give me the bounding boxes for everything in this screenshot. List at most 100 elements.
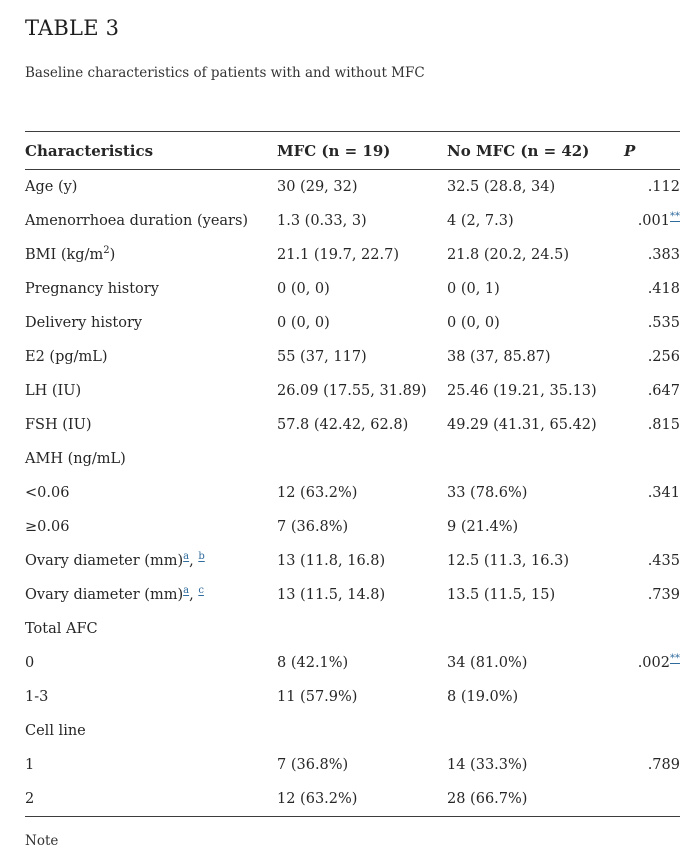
cell-characteristic: Amenorrhoea duration (years) xyxy=(25,213,249,229)
table-title: TABLE 3 xyxy=(25,16,120,40)
cell-p-value xyxy=(624,680,680,714)
cell-p-value xyxy=(624,714,680,748)
row-label: Ovary diameter (mm) xyxy=(25,553,184,569)
cell-no-mfc: 4 (2, 7.3) xyxy=(447,213,514,229)
footnote-marker: ** xyxy=(670,653,680,664)
row-label: Ovary diameter (mm) xyxy=(25,587,184,603)
cell-no-mfc: 21.8 (20.2, 24.5) xyxy=(447,247,569,263)
cell-characteristic: E2 (pg/mL) xyxy=(25,349,108,365)
header-no-mfc: No MFC (n = 42) xyxy=(447,131,624,170)
cell-p-value: .001** xyxy=(624,204,680,238)
table-header-row: Characteristics MFC (n = 19) No MFC (n =… xyxy=(25,131,680,170)
cell-mfc: 13 (11.8, 16.8) xyxy=(277,553,386,569)
footnote-marker: c xyxy=(198,585,204,596)
footnote-marker: b xyxy=(198,551,204,562)
cell-p-value xyxy=(624,782,680,817)
cell-no-mfc: 34 (81.0%) xyxy=(447,655,528,671)
table-group-row: AMH (ng/mL) xyxy=(25,442,680,476)
cell-p-value: .815 xyxy=(647,417,680,433)
table-row: LH (IU) 26.09 (17.55, 31.89) 25.46 (19.2… xyxy=(25,374,680,408)
footnote-link-significance[interactable]: ** xyxy=(670,653,680,665)
cell-mfc xyxy=(277,442,447,476)
cell-p-value: .341 xyxy=(647,485,680,501)
cell-no-mfc: 8 (19.0%) xyxy=(447,689,519,705)
cell-characteristic: 2 xyxy=(25,791,35,807)
cell-mfc: 21.1 (19.7, 22.7) xyxy=(277,247,399,263)
cell-p-value: .383 xyxy=(647,247,680,263)
cell-characteristic: Ovary diameter (mm)a, b xyxy=(25,544,277,578)
table-row: Ovary diameter (mm)a, c 13 (11.5, 14.8) … xyxy=(25,578,680,612)
row-label-close: ) xyxy=(109,247,116,263)
cell-mfc: 13 (11.5, 14.8) xyxy=(277,587,386,603)
cell-mfc: 7 (36.8%) xyxy=(277,519,349,535)
cell-characteristic: 1-3 xyxy=(25,689,49,705)
cell-mfc: 1.3 (0.33, 3) xyxy=(277,213,367,229)
row-label: BMI (kg/m xyxy=(25,247,104,263)
footnote-marker: ** xyxy=(670,211,680,222)
table-row: E2 (pg/mL) 55 (37, 117) 38 (37, 85.87) .… xyxy=(25,340,680,374)
table-group-row: Cell line xyxy=(25,714,680,748)
superscript-2: 2 xyxy=(103,245,110,257)
cell-no-mfc: 12.5 (11.3, 16.3) xyxy=(447,553,569,569)
cell-p-value xyxy=(624,612,680,646)
cell-group-label: Cell line xyxy=(25,723,86,739)
footnote-link-a[interactable]: a xyxy=(183,551,190,563)
cell-p-value xyxy=(624,442,680,476)
cell-no-mfc: 14 (33.3%) xyxy=(447,757,528,773)
cell-p-value: .535 xyxy=(647,315,680,331)
cell-mfc: 12 (63.2%) xyxy=(277,485,358,501)
p-value: .001 xyxy=(637,213,670,229)
cell-mfc: 8 (42.1%) xyxy=(277,655,349,671)
table-row: Ovary diameter (mm)a, b 13 (11.8, 16.8) … xyxy=(25,544,680,578)
table-row: Pregnancy history 0 (0, 0) 0 (0, 1) .418 xyxy=(25,272,680,306)
cell-mfc: 57.8 (42.42, 62.8) xyxy=(277,417,409,433)
cell-characteristic: FSH (IU) xyxy=(25,417,92,433)
cell-mfc: 0 (0, 0) xyxy=(277,281,330,297)
footnote-marker: a xyxy=(183,585,189,596)
cell-no-mfc: 28 (66.7%) xyxy=(447,791,528,807)
cell-no-mfc: 25.46 (19.21, 35.13) xyxy=(447,383,597,399)
cell-no-mfc: 9 (21.4%) xyxy=(447,519,519,535)
header-mfc: MFC (n = 19) xyxy=(277,131,447,170)
table-row: <0.06 12 (63.2%) 33 (78.6%) .341 xyxy=(25,476,680,510)
cell-characteristic: <0.06 xyxy=(25,485,70,501)
table-row: ≥0.06 7 (36.8%) 9 (21.4%) xyxy=(25,510,680,544)
cell-no-mfc: 33 (78.6%) xyxy=(447,485,528,501)
cell-p-value xyxy=(624,510,680,544)
cell-characteristic: Delivery history xyxy=(25,315,143,331)
cell-mfc: 0 (0, 0) xyxy=(277,315,330,331)
cell-no-mfc: 38 (37, 85.87) xyxy=(447,349,551,365)
header-characteristics: Characteristics xyxy=(25,131,277,170)
footnote-link-c[interactable]: c xyxy=(198,585,204,597)
footnote-link-b[interactable]: b xyxy=(198,551,205,563)
cell-no-mfc: 13.5 (11.5, 15) xyxy=(447,587,556,603)
footnote-link-significance[interactable]: ** xyxy=(670,211,680,223)
cell-p-value: .112 xyxy=(647,179,680,195)
cell-no-mfc: 0 (0, 0) xyxy=(447,315,500,331)
cell-no-mfc: 0 (0, 1) xyxy=(447,281,500,297)
cell-characteristic: Pregnancy history xyxy=(25,281,159,297)
cell-characteristic: BMI (kg/m2) xyxy=(25,238,277,272)
p-value: .002 xyxy=(637,655,670,671)
footnote-marker: a xyxy=(183,551,189,562)
cell-characteristic: 0 xyxy=(25,655,35,671)
table-caption: Baseline characteristics of patients wit… xyxy=(25,65,425,81)
table-row: 0 8 (42.1%) 34 (81.0%) .002** xyxy=(25,646,680,680)
table-row: Delivery history 0 (0, 0) 0 (0, 0) .535 xyxy=(25,306,680,340)
cell-p-value: .002** xyxy=(624,646,680,680)
table-row: BMI (kg/m2) 21.1 (19.7, 22.7) 21.8 (20.2… xyxy=(25,238,680,272)
cell-mfc xyxy=(277,714,447,748)
cell-characteristic: 1 xyxy=(25,757,35,773)
footnote-separator: , xyxy=(189,587,199,603)
table-row: 2 12 (63.2%) 28 (66.7%) xyxy=(25,782,680,817)
cell-p-value: .418 xyxy=(647,281,680,297)
cell-p-value: .789 xyxy=(647,757,680,773)
cell-no-mfc: 49.29 (41.31, 65.42) xyxy=(447,417,597,433)
cell-p-value: .435 xyxy=(647,553,680,569)
cell-mfc: 12 (63.2%) xyxy=(277,791,358,807)
footnote-link-a[interactable]: a xyxy=(183,585,190,597)
table-note-label: Note xyxy=(25,833,59,849)
table-row: Age (y) 30 (29, 32) 32.5 (28.8, 34) .112 xyxy=(25,170,680,205)
cell-mfc: 55 (37, 117) xyxy=(277,349,367,365)
